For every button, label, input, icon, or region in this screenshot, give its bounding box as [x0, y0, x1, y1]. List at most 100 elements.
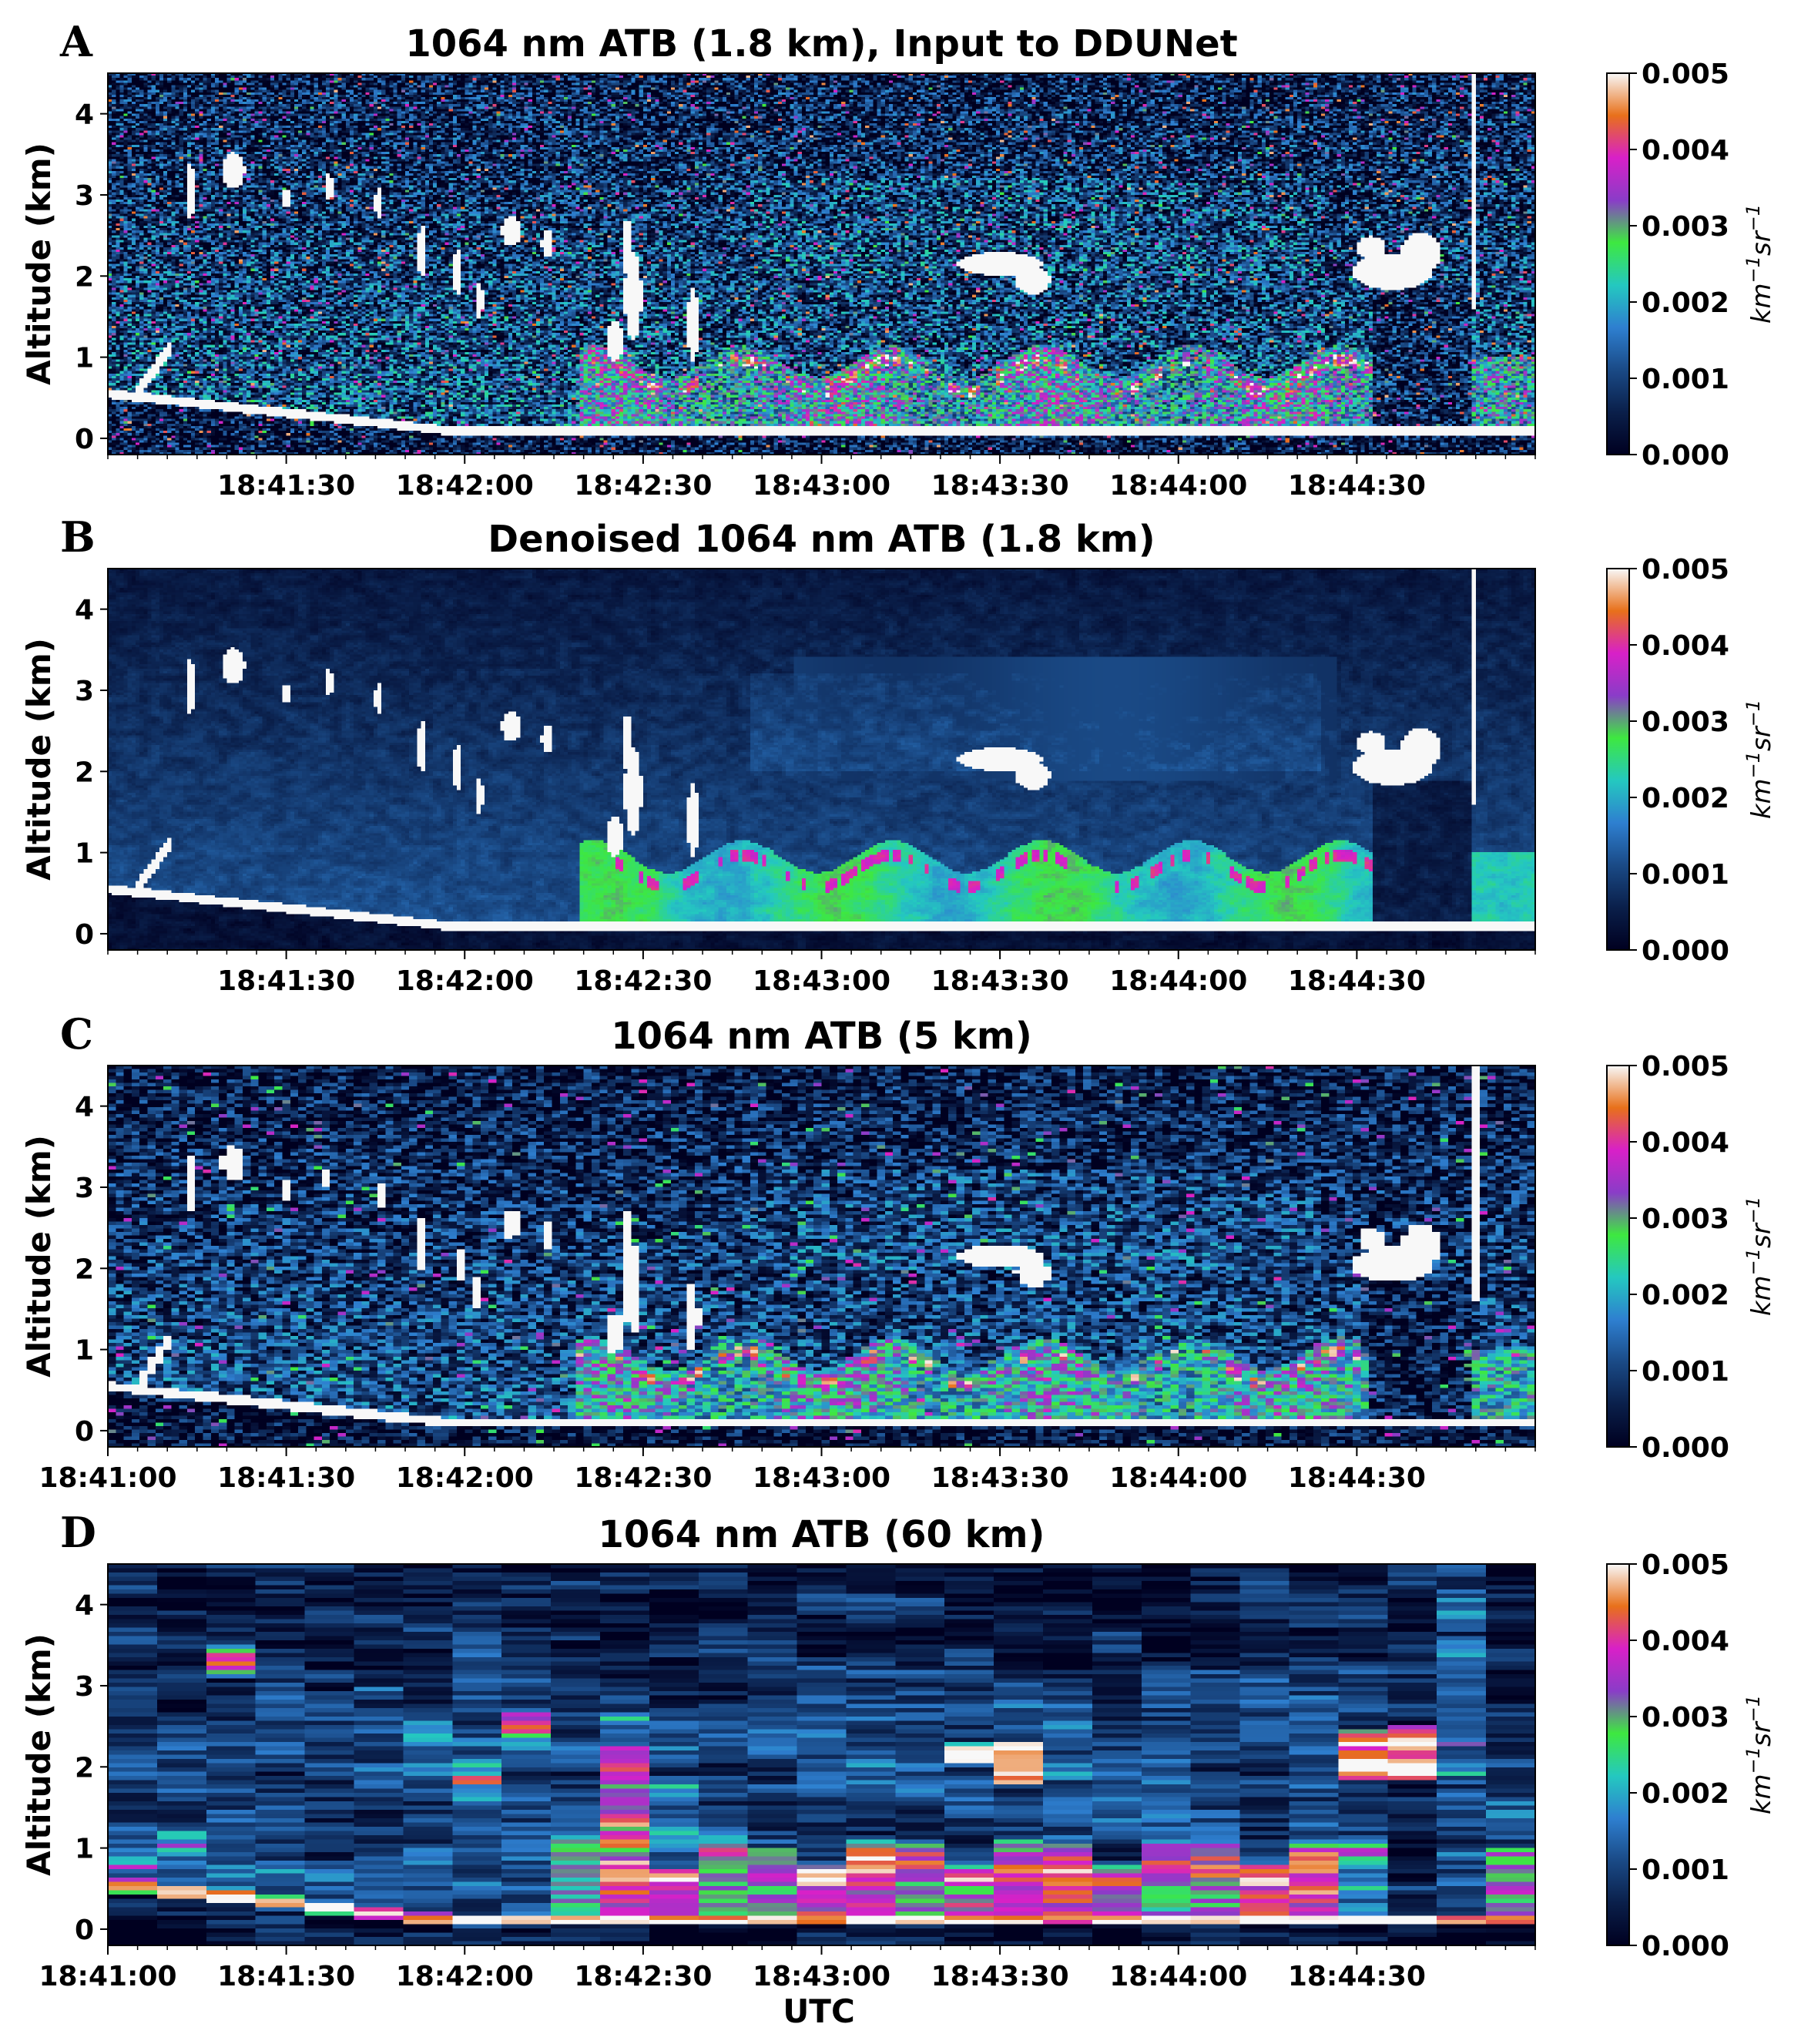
y-tick-label: 2	[75, 261, 94, 293]
x-tick-label: 18:44:30	[1288, 965, 1426, 997]
y-tick-label: 3	[75, 1173, 94, 1204]
colorbar-tick-label: 0.004	[1642, 630, 1729, 662]
colorbar-tick-label: 0.000	[1642, 1931, 1729, 1962]
x-axis-label: UTC	[783, 1992, 855, 2030]
x-tick-label: 18:42:00	[396, 1462, 534, 1494]
colorbar-tick-label: 0.001	[1642, 859, 1729, 891]
colorbar-tick-label: 0.002	[1642, 1778, 1729, 1810]
colorbar-tick-label: 0.004	[1642, 135, 1729, 166]
colorbar-unit-label: km−1sr−1	[1742, 1197, 1777, 1316]
colorbar-tick-label: 0.005	[1642, 554, 1729, 586]
y-tick-label: 1	[75, 343, 94, 374]
colorbar-tick-label: 0.003	[1642, 211, 1729, 243]
colorbar-tick-label: 0.001	[1642, 364, 1729, 395]
y-tick-label: 0	[75, 1416, 94, 1448]
x-tick-label: 18:43:30	[931, 965, 1069, 997]
colorbar-unit-label: km−1sr−1	[1742, 204, 1777, 324]
x-tick-label: 18:44:00	[1109, 1462, 1247, 1494]
x-tick-label: 18:41:00	[39, 1462, 176, 1494]
panel-letter: A	[59, 17, 93, 66]
y-axis-label: Altitude (km)	[20, 143, 58, 385]
y-tick-label: 3	[75, 676, 94, 707]
x-tick-label: 18:42:00	[396, 965, 534, 997]
x-tick-label: 18:43:30	[931, 1462, 1069, 1494]
y-tick-label: 4	[75, 595, 94, 626]
y-tick-label: 2	[75, 1254, 94, 1285]
x-tick-label: 18:42:00	[396, 1961, 534, 1992]
colorbar-tick-label: 0.003	[1642, 1702, 1729, 1734]
x-tick-label: 18:43:00	[753, 1961, 890, 1992]
panel-A: 0 1 2 3 4 18:41:30 18:42:00 18:42:30 18:43:00 18:…	[20, 17, 1777, 502]
panel-D: 0 1 2 3 4 18:41:00 18:41:30 18:42:00 18:42:30 18:…	[20, 1508, 1777, 1992]
panel-C: 0 1 2 3 4 18:41:00 18:41:30 18:42:00 18:42:30 18:…	[20, 1009, 1777, 1494]
colorbar-unit-label: km−1sr−1	[1742, 700, 1777, 819]
y-tick-label: 2	[75, 757, 94, 788]
x-tick-label: 18:42:30	[574, 965, 712, 997]
colorbar-tick-label: 0.005	[1642, 1051, 1729, 1082]
x-tick-label: 18:42:30	[574, 1462, 712, 1494]
x-tick-label: 18:41:30	[217, 470, 355, 502]
y-tick-label: 0	[75, 424, 94, 455]
heatmap-D	[108, 1564, 1535, 1945]
colorbar-tick-label: 0.000	[1642, 935, 1729, 967]
colorbar-tick-label: 0.004	[1642, 1626, 1729, 1657]
colorbar-tick-label: 0.002	[1642, 783, 1729, 814]
colorbar-tick-label: 0.003	[1642, 1203, 1729, 1235]
y-tick-label: 2	[75, 1752, 94, 1784]
x-tick-label: 18:41:00	[39, 1961, 176, 1992]
x-tick-label: 18:41:30	[217, 965, 355, 997]
colorbar-unit-label: km−1sr−1	[1742, 1695, 1777, 1814]
colorbar	[1606, 568, 1630, 951]
y-tick-label: 4	[75, 99, 94, 131]
colorbar-tick-label: 0.005	[1642, 1549, 1729, 1581]
y-axis-label: Altitude (km)	[20, 1633, 58, 1876]
colorbar-tick-label: 0.002	[1642, 287, 1729, 319]
x-tick-label: 18:44:00	[1109, 1961, 1247, 1992]
heatmap-A	[108, 73, 1535, 455]
colorbar-tick-label: 0.000	[1642, 1432, 1729, 1464]
y-tick-label: 4	[75, 1590, 94, 1622]
y-tick-label: 1	[75, 1834, 94, 1865]
x-tick-label: 18:43:30	[931, 1961, 1069, 1992]
x-tick-label: 18:44:30	[1288, 470, 1426, 502]
y-tick-label: 1	[75, 838, 94, 870]
y-tick-label: 3	[75, 1671, 94, 1703]
panel-title: 1064 nm ATB (1.8 km), Input to DDUNet	[405, 22, 1237, 65]
colorbar	[1606, 72, 1630, 455]
x-tick-label: 18:43:00	[753, 965, 890, 997]
x-tick-label: 18:42:00	[396, 470, 534, 502]
colorbar	[1606, 1065, 1630, 1448]
colorbar-tick-label: 0.001	[1642, 1356, 1729, 1388]
panel-title: Denoised 1064 nm ATB (1.8 km)	[488, 518, 1155, 561]
x-tick-label: 18:42:30	[574, 1961, 712, 1992]
panel-B: 0 1 2 3 4 18:41:30 18:42:00 18:42:30 18:43:00 18:…	[20, 512, 1777, 997]
y-tick-label: 1	[75, 1335, 94, 1367]
y-tick-label: 3	[75, 180, 94, 212]
y-axis-label: Altitude (km)	[20, 638, 58, 881]
x-tick-label: 18:41:30	[217, 1462, 355, 1494]
x-tick-label: 18:44:30	[1288, 1462, 1426, 1494]
x-tick-label: 18:43:00	[753, 1462, 890, 1494]
x-tick-label: 18:43:30	[931, 470, 1069, 502]
colorbar-tick-label: 0.004	[1642, 1127, 1729, 1159]
y-tick-label: 0	[75, 919, 94, 951]
panel-letter: C	[60, 1009, 93, 1059]
x-tick-label: 18:42:30	[574, 470, 712, 502]
x-tick-label: 18:44:00	[1109, 470, 1247, 502]
y-axis-label: Altitude (km)	[20, 1135, 58, 1378]
x-tick-label: 18:43:00	[753, 470, 890, 502]
colorbar-tick-label: 0.005	[1642, 59, 1729, 90]
heatmap-B	[108, 569, 1535, 950]
colorbar	[1606, 1563, 1630, 1946]
panel-letter: D	[60, 1508, 96, 1557]
colorbar-tick-label: 0.000	[1642, 440, 1729, 472]
heatmap-C	[108, 1066, 1535, 1447]
y-tick-label: 4	[75, 1092, 94, 1123]
x-tick-label: 18:44:30	[1288, 1961, 1426, 1992]
colorbar-tick-label: 0.001	[1642, 1854, 1729, 1886]
panel-title: 1064 nm ATB (5 km)	[611, 1015, 1032, 1058]
y-tick-label: 0	[75, 1915, 94, 1946]
x-tick-label: 18:41:30	[217, 1961, 355, 1992]
panel-letter: B	[60, 512, 96, 562]
